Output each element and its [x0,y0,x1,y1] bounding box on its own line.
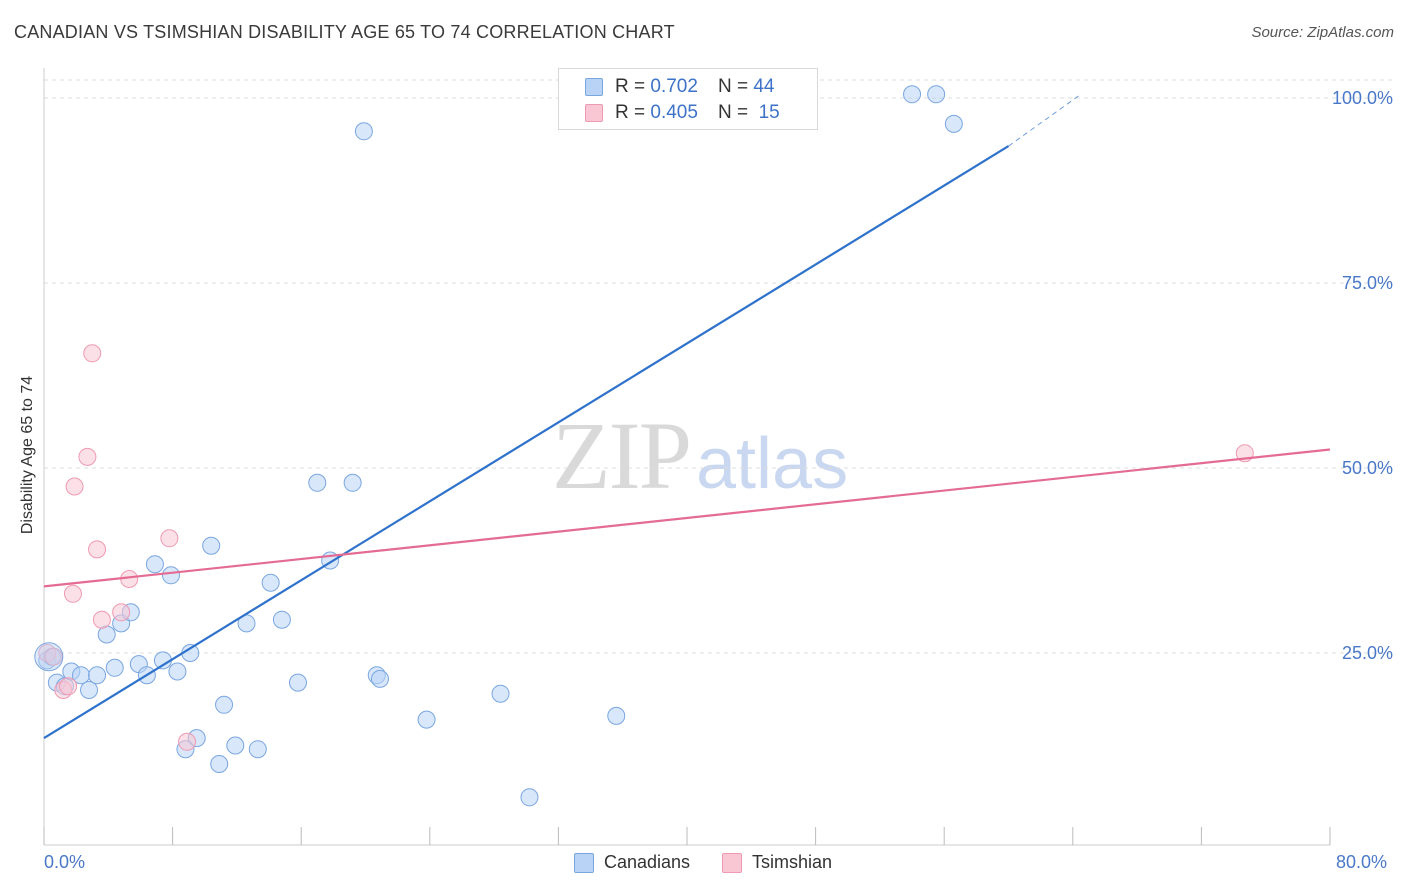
watermark: ZIPatlas [552,400,848,511]
y-tick-labels: 25.0% 50.0% 75.0% 100.0% [1332,88,1393,663]
legend-n-label: N = [717,76,749,97]
canadians-point [34,642,64,672]
y-tick-label: 100.0% [1332,88,1393,108]
legend-n-value: 44 [753,76,775,97]
canadians-point [308,473,327,492]
trend-layer [43,93,1331,740]
grid-layer [44,79,1392,654]
tsimshian-point [83,344,102,363]
tsimshian-point [92,610,111,629]
watermark-atlas: atlas [696,424,849,504]
tsimshian-swatch [722,852,743,873]
canadians-point [210,755,229,773]
canadians-point [927,85,946,104]
canadians-point [226,736,245,755]
canadians-point [370,669,389,688]
points-layer [34,85,1254,807]
watermark-zip: ZIP [552,402,692,509]
legend-label-canadians: Canadians [603,852,691,872]
legend-item-canadians[interactable]: Canadians [573,852,691,873]
canadians-point [105,658,124,677]
canadians-point [80,681,99,699]
legend-r-value: 0.702 [650,76,698,97]
canadians-point [161,566,180,585]
legend-n-value: 15 [758,102,780,123]
canadians-point [417,710,436,729]
canadians-point [272,610,291,629]
stats-legend: R = 0.702 N = 44 R = 0.405 N = 15 [558,68,818,130]
series-legend: Canadians Tsimshian [0,852,1406,873]
chart-title: CANADIAN VS TSIMSHIAN DISABILITY AGE 65 … [14,22,675,42]
canadians-point [903,85,922,104]
canadians-point [88,666,107,685]
legend-item-tsimshian[interactable]: Tsimshian [722,852,832,873]
canadians-point [261,573,280,592]
legend-label-tsimshian: Tsimshian [752,852,833,872]
legend-n-label: N = [717,102,749,123]
tsimshian-point [178,732,197,751]
canadians-point [215,695,234,714]
tsimshian-point [65,477,84,496]
canadians-point [607,706,626,725]
legend-r-label: R = [615,102,646,123]
canadians-point [343,473,362,492]
x-tick-label-min: 0.0% [44,852,86,872]
legend-r-label: R = [615,76,646,97]
canadians-point [491,684,510,703]
y-tick-label: 25.0% [1342,643,1393,663]
legend-row-tsimshian: R = 0.405 N = 15 [585,101,780,125]
legend-row-canadians: R = 0.702 N = 44 [585,75,774,99]
x-tick-label-max: 80.0% [1336,852,1388,872]
tsimshian-point [112,603,131,622]
tsimshian-point [59,677,78,696]
tsimshian-point [44,647,63,666]
axis-layer [43,68,1331,846]
source-credit: Source: ZipAtlas.com [1251,24,1394,41]
tsimshian-point [160,529,179,548]
canadians-swatch [573,852,594,873]
legend-swatch-tsimshian [585,104,603,122]
canadians-point [202,536,221,555]
tsimshian-point [63,584,82,603]
tsimshian-point [78,447,97,466]
y-tick-label: 75.0% [1342,273,1393,293]
y-tick-label: 50.0% [1342,458,1393,478]
legend-swatch-canadians [585,78,603,96]
canadians-point [288,673,307,692]
tsimshian-point [88,540,107,559]
tsimshian-trend-line [43,448,1331,588]
canadians-point [944,114,963,133]
canadians-trend-extension [1008,93,1082,147]
canadians-point [168,662,187,681]
canadians-point [520,788,539,807]
canadians-trend-line [43,145,1010,740]
canadians-point [248,740,267,759]
canadians-point [354,122,373,141]
canadians-point [145,555,164,574]
legend-r-value: 0.405 [650,102,698,123]
